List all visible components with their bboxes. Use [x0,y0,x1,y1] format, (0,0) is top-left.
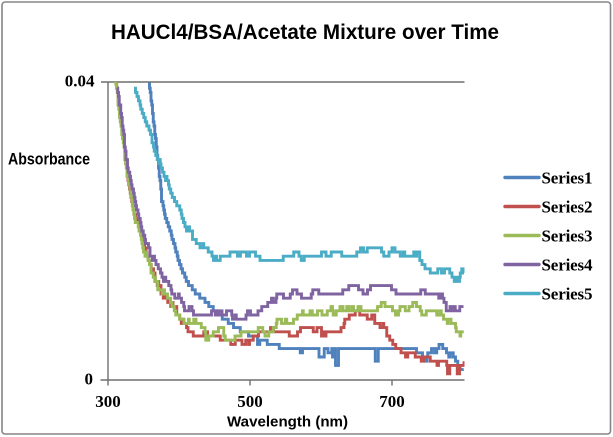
svg-text:0.04: 0.04 [65,72,95,91]
svg-text:500: 500 [237,392,263,411]
svg-text:Absorbance: Absorbance [8,151,90,169]
svg-text:HAUCl4/BSA/Acetate Mixture ove: HAUCl4/BSA/Acetate Mixture over Time [111,21,499,44]
svg-text:700: 700 [379,392,405,411]
svg-text:Wavelength (nm): Wavelength (nm) [227,414,348,431]
svg-text:300: 300 [95,392,121,411]
svg-text:Series3: Series3 [542,227,593,246]
svg-text:Series5: Series5 [542,285,593,304]
svg-text:Series4: Series4 [542,256,594,275]
svg-text:Series2: Series2 [542,198,593,217]
svg-text:0: 0 [85,370,94,389]
svg-text:Series1: Series1 [542,169,593,188]
